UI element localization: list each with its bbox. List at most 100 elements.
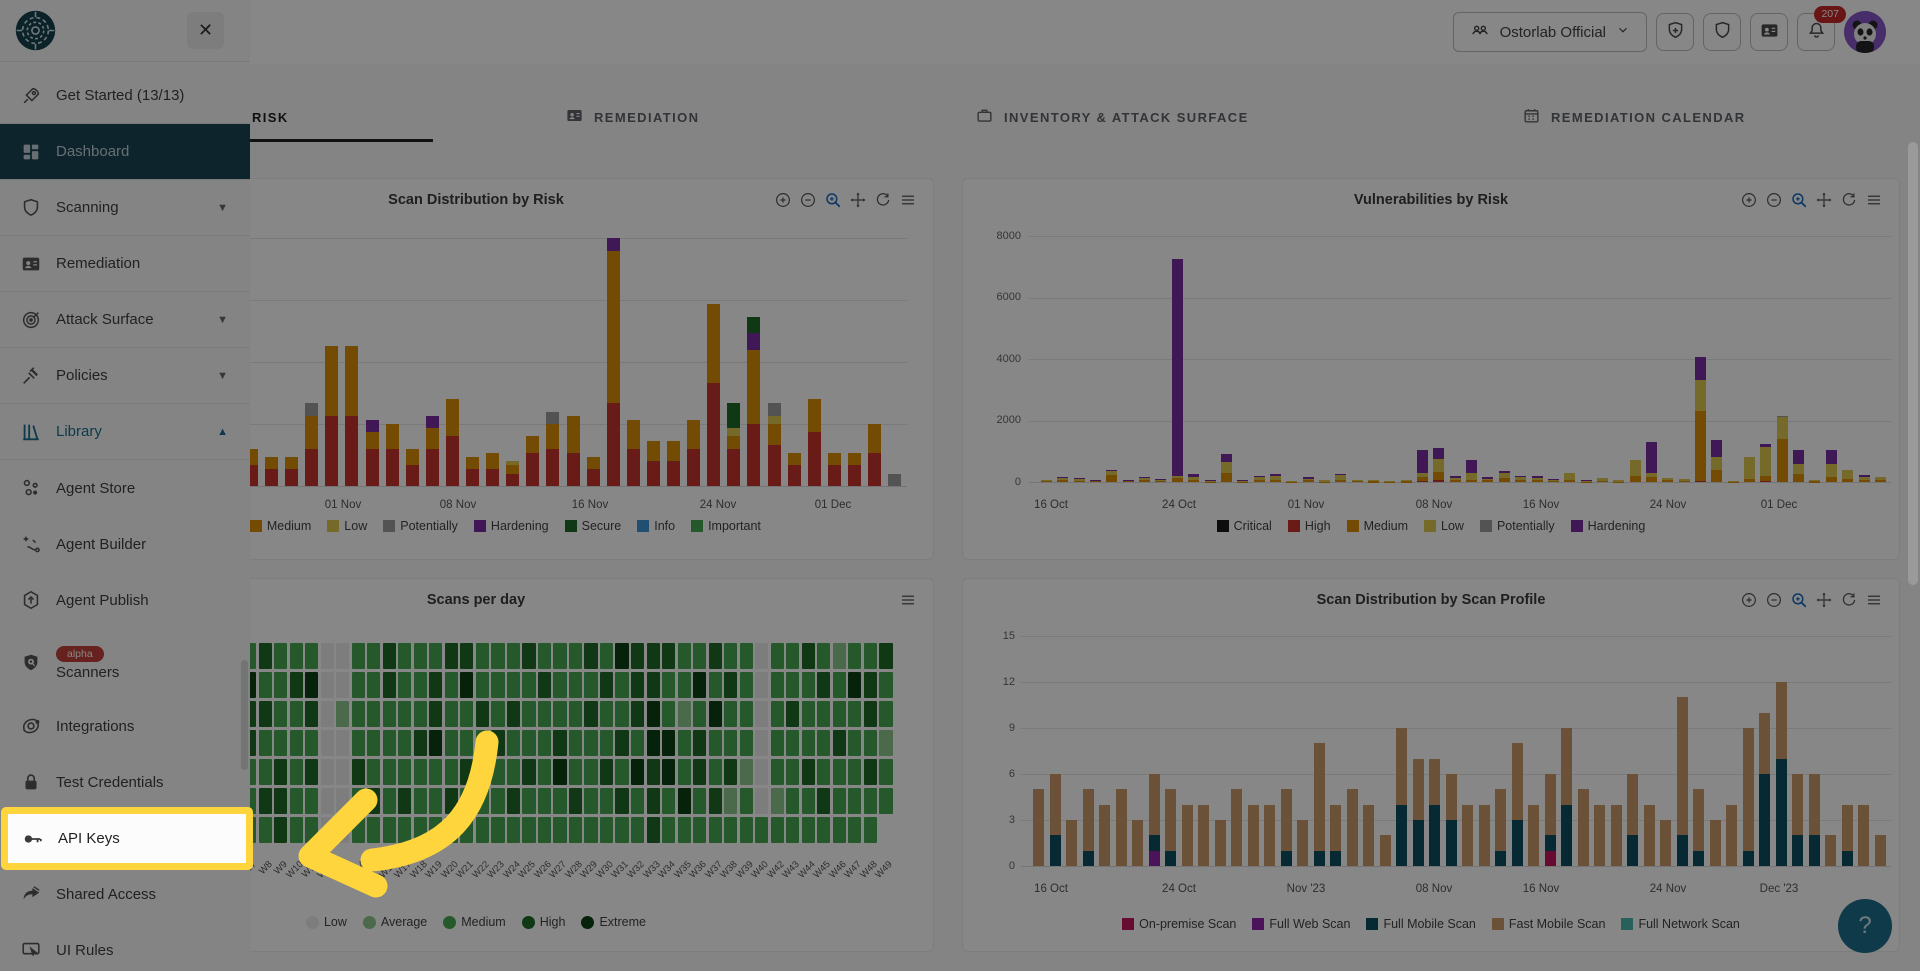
legend-item[interactable]: On-premise Scan [1122, 917, 1236, 931]
spotlight-api-keys[interactable]: API Keys [1, 807, 253, 870]
legend-item[interactable]: Secure [564, 519, 621, 533]
sidebar-item-remediation[interactable]: Remediation [0, 236, 250, 292]
zoom-in-icon[interactable] [1740, 191, 1758, 209]
legend-label: Potentially [400, 519, 458, 533]
pan-icon[interactable] [1815, 591, 1833, 609]
sidebar-item-scanning[interactable]: Scanning ▼ [0, 180, 250, 236]
bar-segment-full-mobile-scan [1693, 850, 1704, 866]
heatmap-cell [398, 701, 412, 727]
legend-item[interactable]: Important [691, 519, 761, 533]
close-icon[interactable]: ✕ [187, 12, 224, 49]
sidebar-item-agent-publish[interactable]: Agent Publish [0, 572, 250, 628]
bar-segment-hardening [1090, 479, 1102, 481]
legend-item[interactable]: Low [327, 519, 367, 533]
legend-item[interactable]: Full Network Scan [1621, 917, 1740, 931]
bar-segment-low [1662, 477, 1674, 481]
sidebar-item-test-credentials[interactable]: Test Credentials [0, 754, 250, 810]
sidebar-item-ui-rules[interactable]: UI Rules [0, 922, 250, 971]
sidebar-item-get-started[interactable]: Get Started (13/13) [0, 68, 250, 124]
pan-icon[interactable] [1815, 191, 1833, 209]
menu-icon[interactable] [899, 191, 917, 209]
bar-segment-high [385, 448, 399, 486]
bar-segment-medium [1727, 481, 1739, 483]
legend-item[interactable]: Hardening [1570, 519, 1645, 533]
sidebar-item-scanners[interactable]: alpha Scanners [0, 628, 250, 698]
sidebar-item-shared-access[interactable]: Shared Access [0, 866, 250, 922]
legend-item[interactable]: Extreme [581, 915, 646, 929]
sidebar-item-dashboard[interactable]: Dashboard [0, 124, 250, 180]
legend-item[interactable]: Full Mobile Scan [1366, 917, 1476, 931]
heatmap-cell [646, 817, 660, 843]
notifications-button[interactable]: 207 [1797, 6, 1846, 51]
legend-item[interactable]: Potentially [1479, 519, 1555, 533]
tab-remediation[interactable]: REMEDIATION [565, 102, 699, 132]
heatmap-cell [708, 701, 722, 727]
bar-segment-high [345, 415, 359, 486]
ostorlab-logo[interactable] [14, 9, 57, 52]
sidebar-item-policies[interactable]: Policies ▼ [0, 348, 250, 404]
reset-icon[interactable] [1840, 191, 1858, 209]
new-scan-button[interactable] [1656, 13, 1694, 51]
magnifier-icon[interactable] [1790, 591, 1808, 609]
bar-segment-low [1711, 457, 1723, 470]
heatmap-cell [460, 672, 474, 698]
legend-item[interactable]: Full Web Scan [1252, 917, 1350, 931]
drawer-scrollbar[interactable] [241, 660, 248, 770]
tab-inventory[interactable]: INVENTORY & ATTACK SURFACE [975, 102, 1249, 132]
heatmap-cell [274, 759, 288, 785]
contacts-icon [1759, 20, 1780, 44]
sidebar-item-integrations[interactable]: Integrations [0, 698, 250, 754]
legend-item[interactable]: Low [305, 915, 347, 929]
security-button[interactable] [1703, 13, 1741, 51]
bar-segment-fast-mobile-scan [1396, 728, 1407, 805]
zoom-in-icon[interactable] [1740, 591, 1758, 609]
contacts-button[interactable] [1750, 13, 1788, 51]
legend-item[interactable]: Hardening [473, 519, 549, 533]
heatmap-cell [336, 730, 350, 756]
sidebar-item-library[interactable]: Library ▲ [0, 404, 250, 460]
menu-icon[interactable] [899, 591, 917, 609]
heatmap-cell [615, 817, 629, 843]
legend-swatch [1479, 520, 1492, 532]
magnifier-icon[interactable] [824, 191, 842, 209]
legend-item[interactable]: Info [637, 519, 675, 533]
legend-item[interactable]: Average [362, 915, 427, 929]
zoom-in-icon[interactable] [774, 191, 792, 209]
help-button[interactable]: ? [1838, 899, 1892, 953]
chart-title: Scan Distribution by Risk [388, 192, 564, 208]
magnifier-icon[interactable] [1790, 191, 1808, 209]
legend-item[interactable]: Medium [443, 915, 506, 929]
legend-item[interactable]: Fast Mobile Scan [1491, 917, 1605, 931]
legend-item[interactable]: High [1287, 519, 1331, 533]
heatmap-cell [413, 672, 427, 698]
menu-icon[interactable] [1865, 191, 1883, 209]
zoom-out-icon[interactable] [799, 191, 817, 209]
tab-remediation-calendar[interactable]: REMEDIATION CALENDAR [1522, 102, 1746, 132]
user-avatar[interactable] [1844, 11, 1886, 53]
reset-icon[interactable] [1840, 591, 1858, 609]
legend-item[interactable]: Medium [249, 519, 311, 533]
heatmap-cell [755, 730, 769, 756]
sidebar-item-agent-store[interactable]: Agent Store [0, 460, 250, 516]
zoom-out-icon[interactable] [1765, 591, 1783, 609]
menu-icon[interactable] [1865, 591, 1883, 609]
legend-item[interactable]: Critical [1216, 519, 1272, 533]
organization-selector[interactable]: Ostorlab Official [1452, 12, 1647, 52]
bar-segment-medium [265, 457, 278, 470]
legend-item[interactable]: High [521, 915, 565, 929]
bar-segment-low [1286, 481, 1298, 483]
sidebar-item-agent-builder[interactable]: Agent Builder [0, 516, 250, 572]
heatmap-cell [631, 701, 645, 727]
bar-segment-hardening [1498, 471, 1510, 473]
pan-icon[interactable] [849, 191, 867, 209]
legend-item[interactable]: Low [1424, 519, 1464, 533]
sidebar-item-attack-surface[interactable]: Attack Surface ▼ [0, 292, 250, 348]
bar-segment-low [1645, 472, 1657, 478]
legend-item[interactable]: Medium [1346, 519, 1408, 533]
reset-icon[interactable] [874, 191, 892, 209]
zoom-out-icon[interactable] [1765, 191, 1783, 209]
legend-item[interactable]: Potentially [383, 519, 458, 533]
bar-segment-fast-mobile-scan [1775, 682, 1787, 759]
heatmap-cell [398, 643, 412, 669]
page-scrollbar[interactable] [1908, 142, 1918, 585]
